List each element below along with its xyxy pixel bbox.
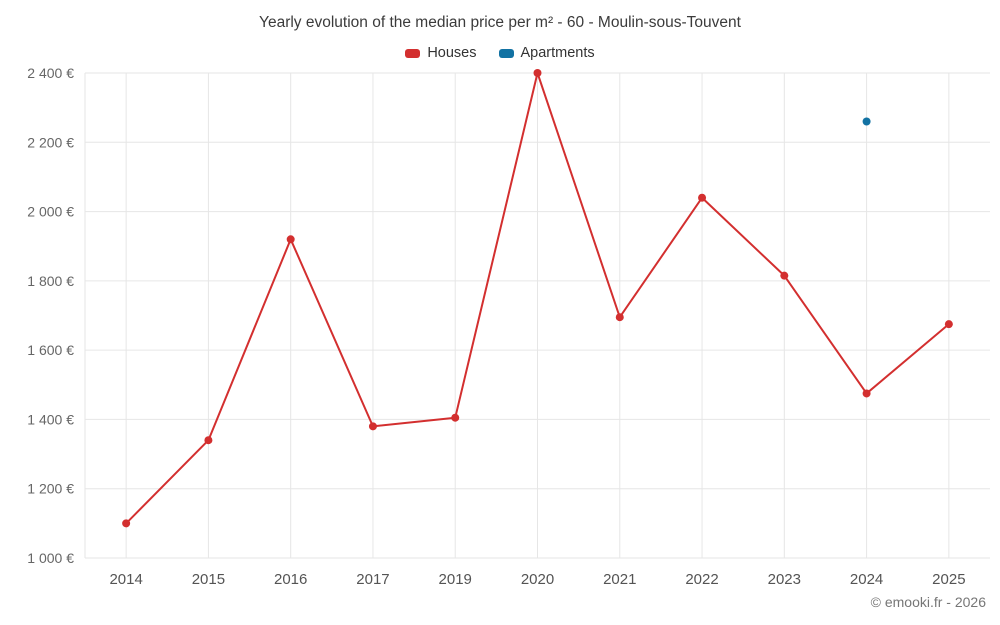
houses-point[interactable] [698,193,707,202]
x-axis-label: 2022 [685,571,718,588]
x-axis-label: 2016 [274,571,307,588]
y-axis-label: 1 400 € [27,411,74,427]
copyright: © emooki.fr - 2026 [870,594,986,610]
apartments-legend-marker-icon [498,48,514,58]
houses-point[interactable] [780,271,789,280]
houses-point[interactable] [451,413,460,422]
houses-point[interactable] [944,320,953,329]
y-axis-label: 2 200 € [27,134,74,150]
houses-point[interactable] [862,389,871,398]
x-axis-label: 2021 [603,571,636,588]
x-axis-label: 2025 [932,571,965,588]
y-axis-label: 1 000 € [27,550,74,566]
x-axis-label: 2014 [109,571,142,588]
y-axis-label: 2 400 € [27,65,74,81]
x-axis-label: 2024 [850,571,883,588]
plot-area: 1 000 € 1 200 € 1 400 € 1 600 € 1 800 € 2 000… [27,65,990,588]
y-axis-label: 2 000 € [27,204,74,220]
houses-point[interactable] [368,422,377,431]
chart-title: Yearly evolution of the median price per… [259,14,741,31]
x-axis-label: 2015 [192,571,225,588]
houses-point[interactable] [615,313,624,322]
houses-point[interactable] [286,235,295,244]
legend: Houses Apartments [0,45,1000,61]
houses-point[interactable] [122,519,131,528]
x-axis-label: 2019 [439,571,472,588]
legend-item-apartments[interactable]: Apartments [498,45,595,61]
x-axis-label: 2017 [356,571,389,588]
apartments-point[interactable] [862,117,871,126]
houses-legend-marker-icon [405,48,421,58]
x-axis-label: 2023 [768,571,801,588]
houses-point[interactable] [533,69,542,77]
y-axis-label: 1 600 € [27,342,74,358]
houses-point[interactable] [204,436,213,445]
houses-legend-label: Houses [427,45,477,61]
x-axis-label: 2020 [521,571,554,588]
legend-item-houses[interactable]: Houses [405,45,477,61]
apartments-legend-label: Apartments [520,45,595,61]
y-axis-label: 1 200 € [27,481,74,497]
y-axis-label: 1 800 € [27,273,74,289]
